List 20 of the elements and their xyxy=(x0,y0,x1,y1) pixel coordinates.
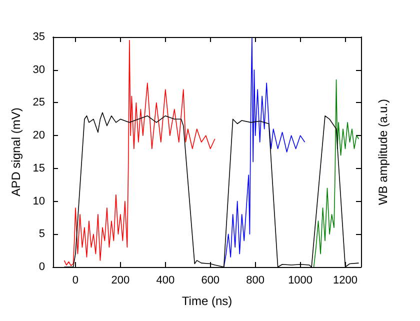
line-series xyxy=(313,79,360,268)
y-tick-label: 20 xyxy=(32,130,45,142)
y-tick-label: 5 xyxy=(38,228,45,240)
y-tick-label: 15 xyxy=(32,162,45,174)
line-series xyxy=(64,40,216,266)
y-tick-label: 10 xyxy=(32,195,45,208)
x-tick-label: 1000 xyxy=(288,274,313,286)
y2-axis-title: WB amplitude (a.u.) xyxy=(376,98,390,206)
y-tick-label: 30 xyxy=(32,64,45,76)
x-axis-title: Time (ns) xyxy=(182,294,232,308)
y-axis-title: APD signal (mV) xyxy=(8,108,23,196)
x-tick-label: 400 xyxy=(156,274,175,286)
x-tick-label: 200 xyxy=(111,274,130,286)
x-tick-label: 0 xyxy=(72,274,79,286)
y-tick-label: 0 xyxy=(38,261,45,273)
x-tick-label: 1200 xyxy=(333,274,358,286)
y-tick-label: 35 xyxy=(32,31,45,43)
y-tick-label: 25 xyxy=(32,96,45,109)
x-tick-label: 800 xyxy=(246,274,265,286)
x-tick-label: 600 xyxy=(201,274,220,286)
